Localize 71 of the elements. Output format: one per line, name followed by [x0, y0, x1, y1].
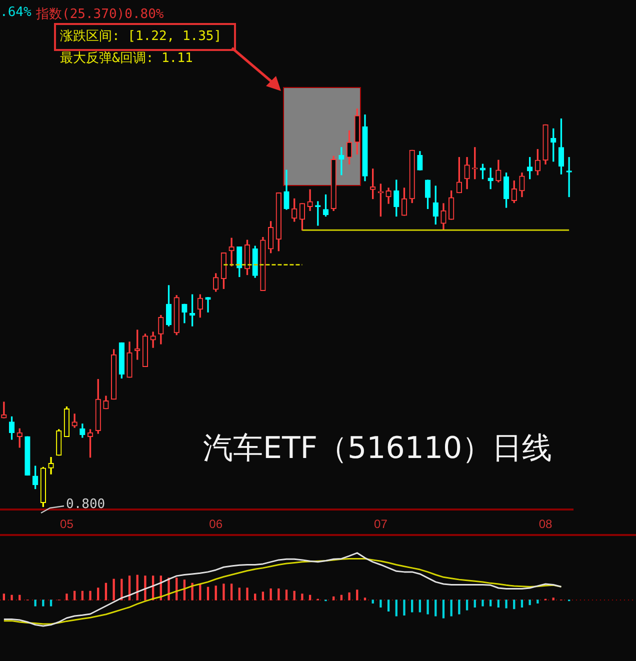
- bar: [112, 578, 115, 600]
- bar: [332, 596, 335, 600]
- bar: [418, 600, 422, 612]
- bar: [73, 590, 76, 600]
- bar: [293, 590, 296, 600]
- bar: [66, 594, 68, 600]
- bar: [434, 600, 437, 616]
- candlestick: [1, 402, 7, 418]
- bar: [458, 600, 460, 614]
- bar: [450, 600, 452, 616]
- bar: [278, 588, 280, 600]
- x-tick-label: 05: [60, 517, 74, 532]
- text: 涨跌区间: [1.22, 1.35]: [60, 28, 222, 45]
- text: 汽车ETF（516110）日线: [203, 430, 552, 468]
- bar: [380, 600, 382, 608]
- text: 指数(25.370)0.80%: [36, 6, 164, 23]
- bar: [356, 590, 358, 600]
- bar: [552, 598, 554, 600]
- bar: [520, 600, 524, 608]
- bar: [466, 600, 468, 610]
- bar: [395, 600, 398, 616]
- bar: [89, 590, 92, 600]
- bar: [214, 586, 217, 600]
- bar: [18, 594, 21, 600]
- candlestick: [338, 147, 344, 176]
- bar: [238, 588, 240, 600]
- bar: [191, 582, 194, 600]
- bar: [387, 600, 390, 612]
- bar: [246, 588, 248, 600]
- x-tick-label: 08: [538, 517, 553, 532]
- candlestick: [566, 157, 572, 198]
- bar: [222, 584, 225, 600]
- bar: [270, 588, 272, 600]
- bar: [285, 590, 288, 600]
- bar: [308, 594, 312, 600]
- bar: [10, 594, 13, 600]
- text: 最大反弹&回调: 1.11: [60, 50, 193, 67]
- bar: [97, 588, 100, 600]
- bar: [474, 600, 476, 608]
- text: .64%: [0, 5, 32, 20]
- bar: [262, 592, 264, 600]
- bar: [340, 594, 343, 600]
- bar: [81, 590, 84, 600]
- bar: [364, 598, 366, 600]
- bar: [403, 600, 406, 616]
- bar: [513, 600, 516, 610]
- bar: [372, 600, 374, 604]
- x-tick-label: 06: [209, 517, 223, 532]
- bar: [42, 600, 44, 606]
- bar: [482, 600, 484, 606]
- bar: [254, 594, 256, 600]
- bar: [144, 576, 146, 600]
- bar: [505, 600, 508, 608]
- bar: [411, 600, 414, 612]
- annotation: 0.800: [66, 497, 106, 512]
- bar: [528, 600, 531, 606]
- bar: [490, 600, 492, 606]
- bar: [206, 586, 210, 600]
- candlestick: [228, 238, 234, 266]
- x-tick-label: 07: [374, 517, 388, 532]
- bar: [2, 594, 6, 600]
- bar: [301, 594, 304, 600]
- bar: [348, 592, 350, 600]
- bar: [426, 600, 429, 614]
- bar: [104, 582, 108, 600]
- bar: [34, 600, 36, 606]
- bar: [536, 600, 539, 604]
- bar: [50, 600, 52, 606]
- bar: [497, 600, 500, 608]
- bar: [230, 584, 233, 600]
- bar: [442, 600, 445, 618]
